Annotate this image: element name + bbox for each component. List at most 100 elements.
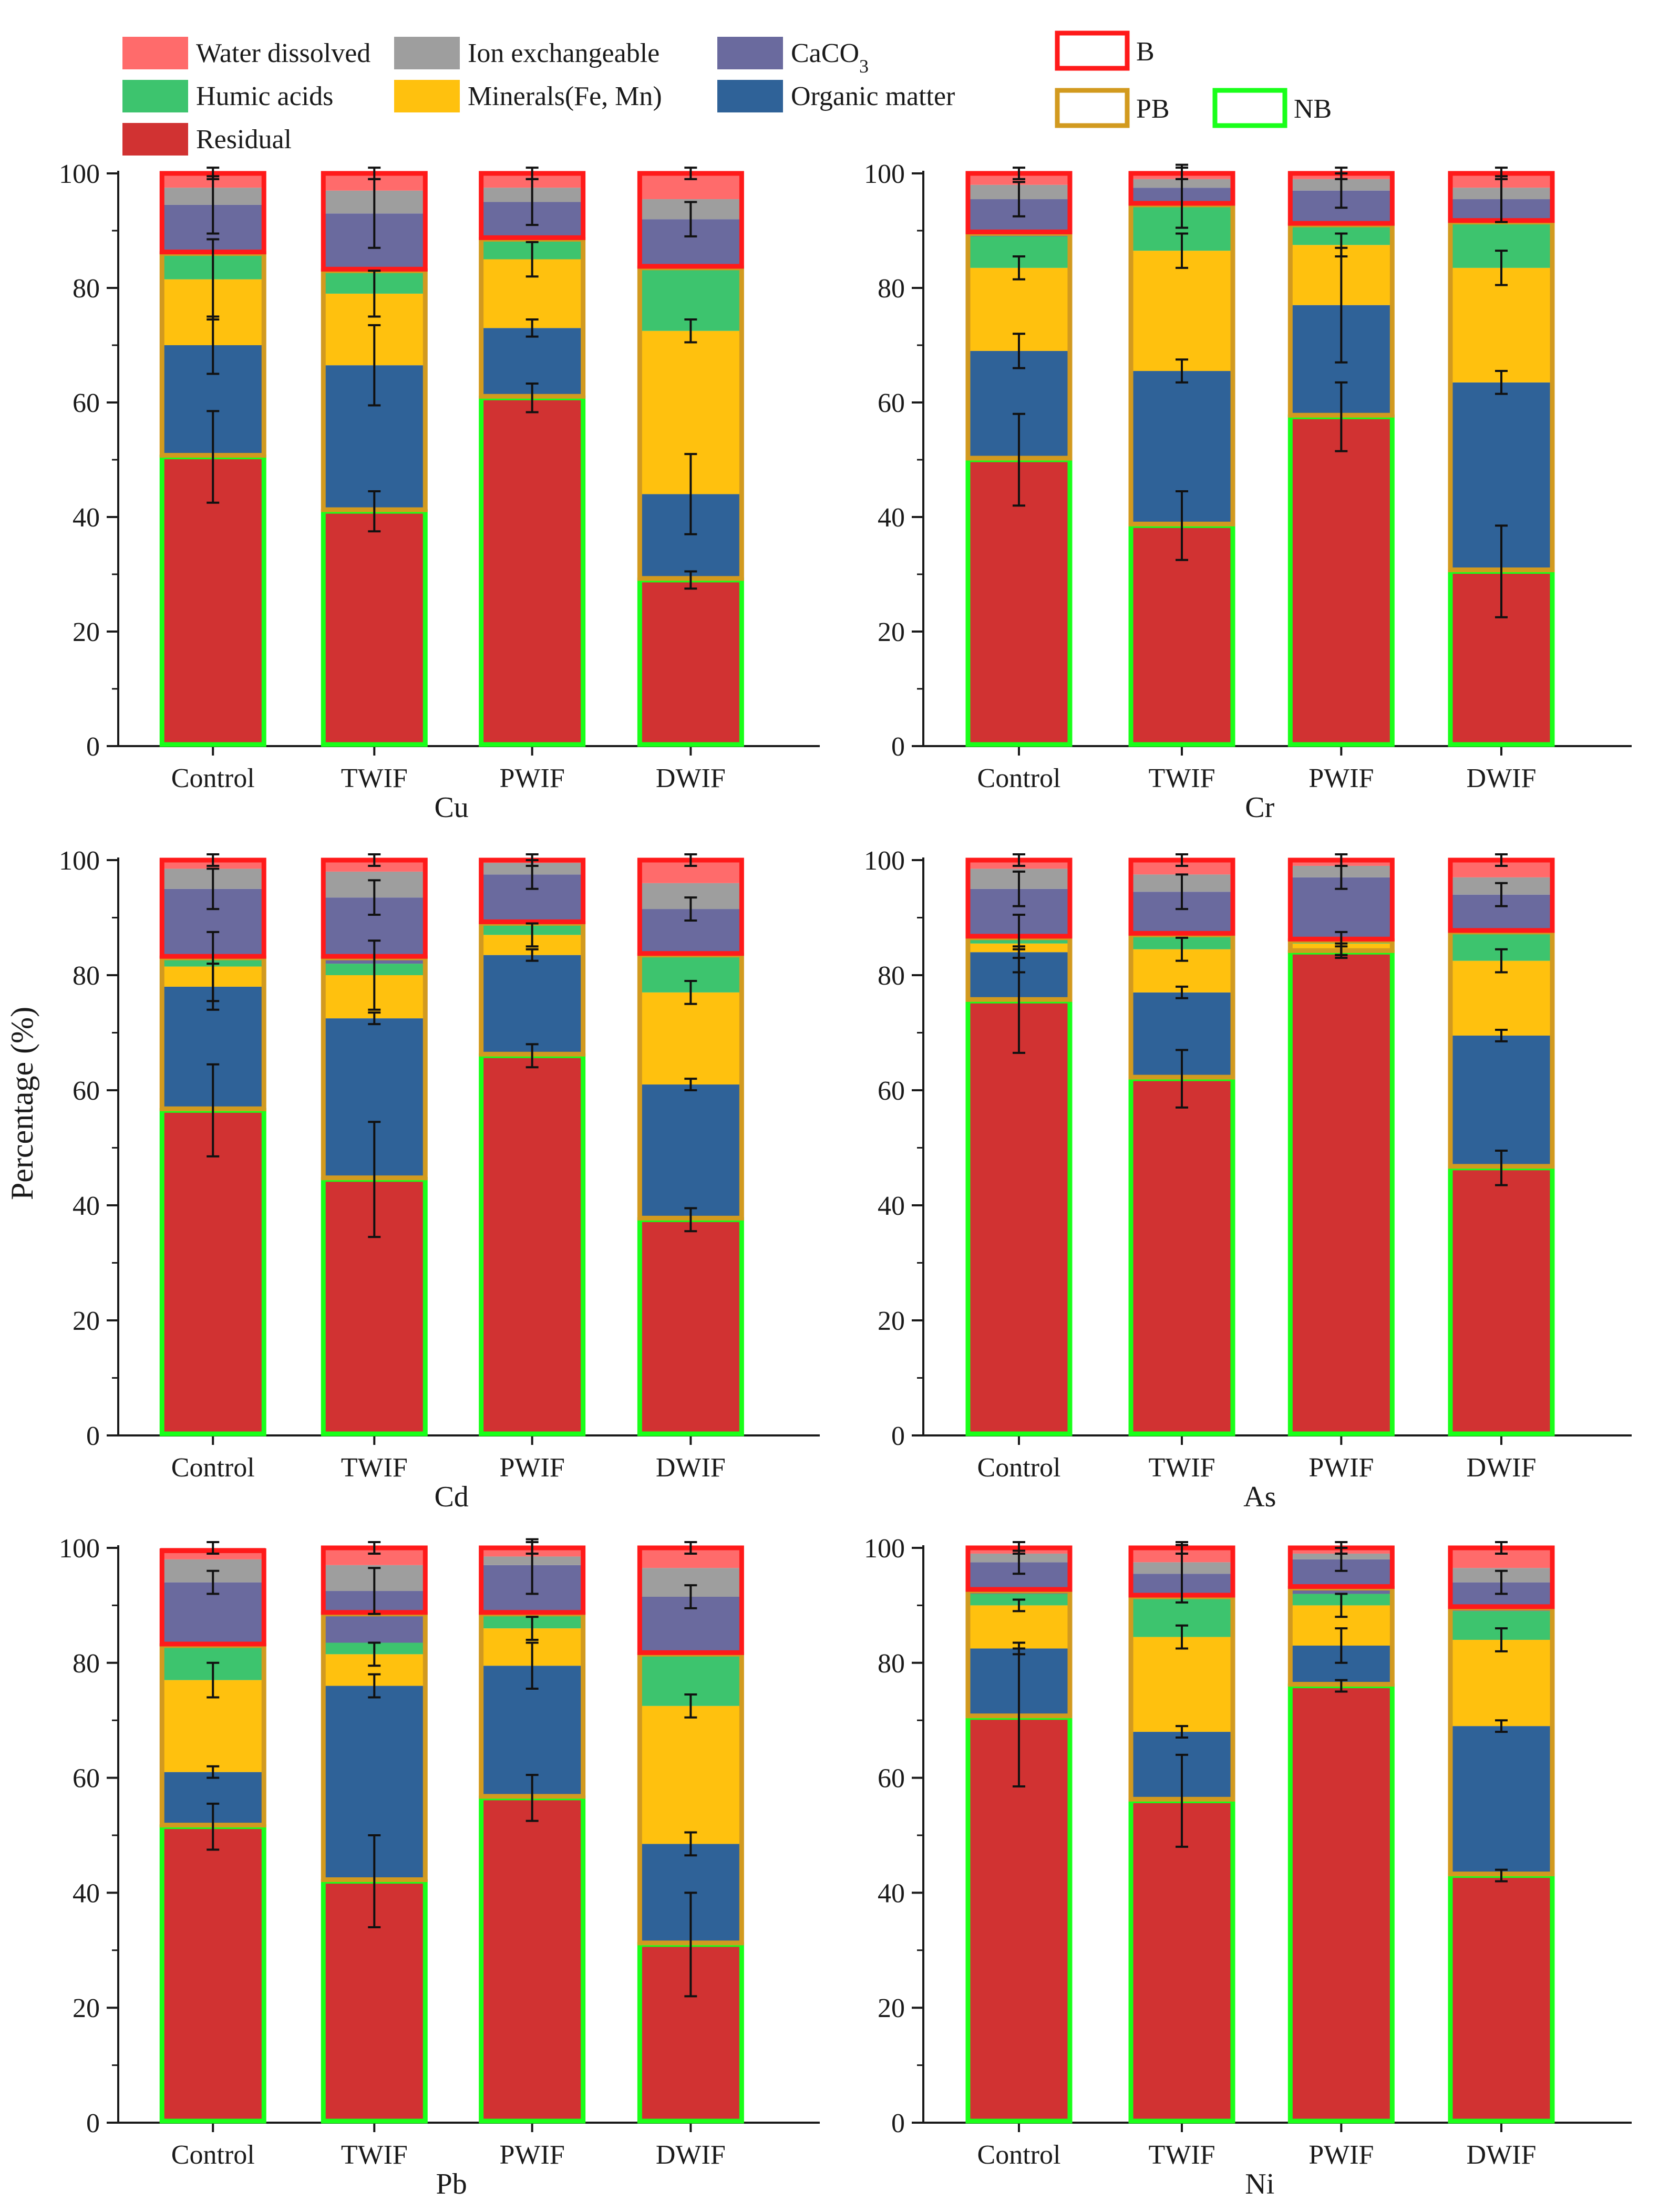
y-tick-label: 20 — [878, 1993, 905, 2023]
error-bar — [1176, 490, 1189, 561]
error-bar — [1012, 853, 1025, 867]
panel-element-label: Cd — [434, 1481, 468, 1513]
y-tick-label: 0 — [86, 732, 100, 762]
y-tick-label: 100 — [864, 1534, 905, 1564]
x-tick-label: PWIF — [500, 1453, 565, 1483]
error-bar — [684, 1584, 697, 1609]
error-bar — [1335, 1593, 1348, 1618]
bar-segment-residual-control — [966, 460, 1071, 746]
error-bar — [207, 853, 220, 867]
bar-segment-organic-matter-dwif — [1448, 1726, 1554, 1876]
legend-label: Residual — [196, 125, 292, 154]
error-bar — [525, 1641, 539, 1690]
panel-element-label: As — [1243, 1481, 1276, 1513]
panel-element-label: Pb — [436, 2168, 467, 2200]
legend: Water dissolved Ion exchangeable CaCO3 Humi… — [122, 30, 1332, 156]
legend-swatch — [717, 37, 783, 69]
error-bar — [368, 1011, 381, 1026]
error-bar — [1176, 232, 1189, 269]
y-axis-label: Percentage (%) — [5, 1007, 39, 1200]
error-bar — [368, 1121, 381, 1238]
error-bar — [525, 948, 539, 962]
error-bar — [525, 241, 539, 278]
y-tick-label: 100 — [59, 159, 100, 189]
x-tick-label: Control — [171, 1453, 255, 1483]
x-tick-label: TWIF — [1148, 2140, 1215, 2170]
y-tick-label: 60 — [73, 388, 100, 418]
y-tick-label: 100 — [59, 846, 100, 876]
legend-item-minerals-fe-mn: Minerals(Fe, Mn) — [394, 80, 662, 112]
error-bar — [684, 318, 697, 344]
panel-cd: 0 20 40 60 80 100 Control TWIF PWIF DWIF Cd — [59, 846, 820, 1513]
error-bar — [207, 1765, 220, 1779]
bar-segment-residual-pwif — [1289, 417, 1394, 746]
error-bar — [1495, 1627, 1508, 1652]
y-tick-label: 40 — [878, 1191, 905, 1221]
bar-segment-residual-control — [160, 1110, 266, 1435]
error-bar — [368, 879, 381, 916]
panel-pb: 0 20 40 60 80 100 Control TWIF PWIF DWIF Pb — [59, 1534, 820, 2200]
error-bar — [1495, 370, 1508, 395]
error-bar — [368, 1673, 381, 1699]
error-bar — [1495, 167, 1508, 180]
y-tick-label: 100 — [864, 159, 905, 189]
error-bar — [1335, 232, 1348, 258]
y-tick-label: 0 — [86, 2108, 100, 2138]
bar-segment-residual-dwif — [1448, 1167, 1554, 1435]
error-bar — [207, 1541, 220, 1555]
y-tick-label: 80 — [878, 274, 905, 304]
error-bar — [1176, 358, 1189, 384]
y-tick-label: 60 — [878, 1076, 905, 1106]
y-tick-label: 0 — [891, 732, 905, 762]
bar-segment-organic-matter-pwif — [479, 955, 585, 1056]
x-tick-label: TWIF — [341, 2140, 408, 2170]
error-bar — [1012, 914, 1025, 974]
bar-segment-residual-dwif — [638, 580, 744, 746]
bar-segment-minerals-fe-mn-dwif — [638, 992, 744, 1085]
bar-segment-residual-twif — [1129, 1801, 1235, 2123]
error-bar — [1012, 870, 1025, 907]
x-tick-label: PWIF — [500, 2140, 565, 2170]
panel-element-label: Cu — [434, 791, 468, 824]
error-bar — [1012, 333, 1025, 369]
error-bar — [1495, 948, 1508, 974]
y-tick-label: 20 — [73, 1306, 100, 1336]
bar-segment-minerals-fe-mn-dwif — [1448, 1640, 1554, 1727]
bar-segment-residual-pwif — [1289, 952, 1394, 1435]
error-bar — [207, 410, 220, 504]
y-tick-label: 20 — [73, 617, 100, 647]
legend-swatch — [394, 80, 460, 112]
x-tick-label: TWIF — [1148, 763, 1215, 793]
error-bar — [1176, 1725, 1189, 1739]
error-bar — [1495, 1029, 1508, 1042]
error-bar — [525, 1541, 539, 1555]
y-tick-label: 40 — [878, 1878, 905, 1908]
legend-group-pb: PB — [1055, 88, 1170, 128]
error-bar — [525, 1043, 539, 1069]
legend-group-swatch — [1212, 88, 1287, 128]
legend-swatch — [122, 80, 188, 112]
error-bar — [1335, 1627, 1348, 1664]
y-tick-label: 100 — [864, 846, 905, 876]
error-bar — [368, 853, 381, 867]
legend-group-nb: NB — [1212, 88, 1332, 128]
error-bar — [1495, 1719, 1508, 1733]
legend-item-caco3: CaCO3 — [717, 37, 869, 77]
error-bar — [1335, 1541, 1348, 1555]
bar-segment-residual-pwif — [479, 398, 585, 746]
error-bar — [1335, 1679, 1348, 1693]
error-bar — [207, 931, 220, 1002]
bar-segment-residual-twif — [1129, 525, 1235, 746]
y-tick-label: 60 — [878, 388, 905, 418]
y-tick-label: 40 — [73, 1191, 100, 1221]
error-bar — [1495, 1149, 1508, 1186]
legend-group-label: NB — [1294, 94, 1332, 124]
error-bar — [1335, 853, 1348, 867]
error-bar — [368, 1641, 381, 1667]
panel-cu: 0 20 40 60 80 100 Control TWIF PWIF DWIF Cu — [59, 159, 820, 824]
bar-segment-minerals-fe-mn-twif — [1129, 1637, 1235, 1732]
error-bar — [525, 1616, 539, 1641]
bar-segment-organic-matter-dwif — [1448, 1035, 1554, 1168]
